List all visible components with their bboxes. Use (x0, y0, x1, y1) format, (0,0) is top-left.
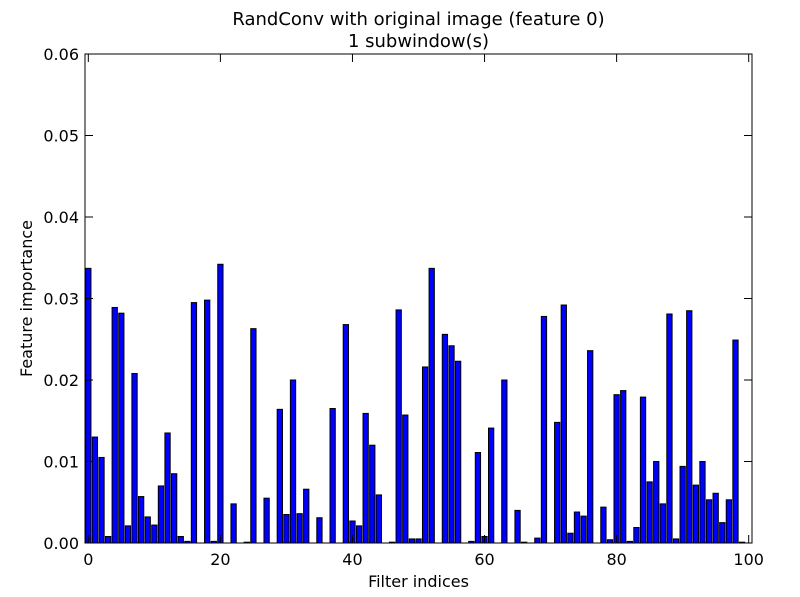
bar-80 (613, 394, 620, 544)
bar-14 (177, 535, 184, 544)
bar-32 (296, 513, 303, 544)
x-tick-label: 20 (210, 550, 230, 569)
y-tick-label: 0.03 (43, 290, 79, 309)
bar-7 (131, 372, 138, 544)
bar-8 (137, 496, 145, 544)
y-tick-label: 0.01 (43, 453, 79, 472)
bar-13 (171, 473, 178, 544)
bar-37 (329, 408, 336, 544)
bar-16 (190, 302, 198, 544)
bar-47 (395, 309, 402, 544)
bar-71 (554, 421, 561, 544)
bar-68 (534, 537, 541, 544)
bar-96 (719, 522, 726, 544)
bar-25 (250, 328, 257, 544)
bar-10 (151, 524, 158, 544)
x-tick-label: 100 (733, 550, 764, 569)
chart-title: RandConv with original image (feature 0) (232, 9, 604, 30)
axis-ticks (85, 53, 752, 544)
y-tick-labels: 0.00 0.01 0.02 0.03 0.04 0.05 0.06 (43, 45, 79, 553)
x-axis-label: Filter indices (368, 572, 469, 591)
bar-44 (375, 494, 383, 544)
bar-27 (263, 497, 270, 544)
bar-18 (204, 299, 211, 544)
bar-90 (679, 465, 686, 544)
x-tick-label: 0 (83, 550, 93, 569)
bar-41 (355, 525, 363, 544)
bar-94 (705, 499, 713, 544)
bar-11 (157, 485, 165, 544)
bar-35 (316, 517, 323, 544)
bar-9 (144, 516, 151, 544)
bar-42 (362, 412, 369, 544)
bar-12 (164, 432, 171, 544)
bar-49 (408, 538, 416, 544)
y-tick-label: 0.04 (43, 208, 79, 227)
bar-30 (283, 513, 290, 544)
bar-48 (402, 414, 409, 544)
y-tick-label: 0.06 (43, 45, 79, 64)
bar-3 (104, 535, 112, 544)
bar-74 (573, 511, 581, 544)
chart-subtitle: 1 subwindow(s) (348, 31, 489, 52)
bar-73 (567, 532, 574, 544)
bar-78 (600, 506, 607, 544)
x-tick-label: 40 (342, 550, 362, 569)
y-tick-label: 0.02 (43, 371, 79, 390)
bar-76 (587, 350, 594, 544)
bar-52 (428, 267, 435, 544)
bar-20 (217, 263, 224, 544)
bar-4 (111, 306, 118, 544)
y-tick-label: 0.05 (43, 127, 79, 146)
bar-89 (672, 538, 680, 544)
bar-0 (85, 267, 92, 544)
bar-98 (732, 339, 739, 544)
bar-81 (620, 390, 627, 544)
bar-51 (421, 366, 429, 544)
bar-5 (118, 312, 125, 544)
bar-92 (692, 484, 699, 544)
x-tick-labels: 0 20 40 60 80 100 (83, 550, 764, 569)
bar-63 (501, 379, 508, 544)
bar-55 (448, 345, 455, 544)
bar-84 (639, 396, 647, 544)
bar-6 (124, 525, 132, 544)
bar-33 (303, 488, 310, 544)
bar-95 (712, 492, 719, 544)
bar-29 (276, 408, 283, 544)
x-tick-label: 60 (474, 550, 494, 569)
bar-43 (369, 444, 376, 544)
bar-56 (454, 360, 462, 544)
bar-72 (560, 304, 567, 544)
bar-87 (659, 503, 666, 544)
bar-39 (342, 324, 349, 544)
bars (85, 263, 746, 544)
bar-88 (666, 313, 673, 544)
bar-22 (230, 503, 237, 544)
plot-frame (84, 53, 753, 544)
bar-69 (540, 315, 548, 544)
bar-59 (474, 452, 482, 544)
x-tick-label: 80 (606, 550, 626, 569)
bar-86 (653, 461, 660, 544)
bar-83 (633, 527, 640, 544)
y-axis-label: Feature importance (17, 220, 36, 377)
bar-85 (646, 481, 653, 544)
y-tick-label: 0.00 (43, 534, 79, 553)
bar-31 (289, 379, 297, 544)
bar-91 (686, 310, 693, 544)
bar-2 (98, 456, 105, 544)
bar-93 (699, 461, 706, 544)
bar-54 (441, 333, 449, 544)
bar-1 (91, 436, 99, 544)
bar-65 (514, 509, 521, 544)
bar-75 (580, 515, 587, 544)
bar-50 (415, 538, 422, 544)
bar-61 (488, 427, 495, 544)
bar-97 (725, 499, 733, 544)
